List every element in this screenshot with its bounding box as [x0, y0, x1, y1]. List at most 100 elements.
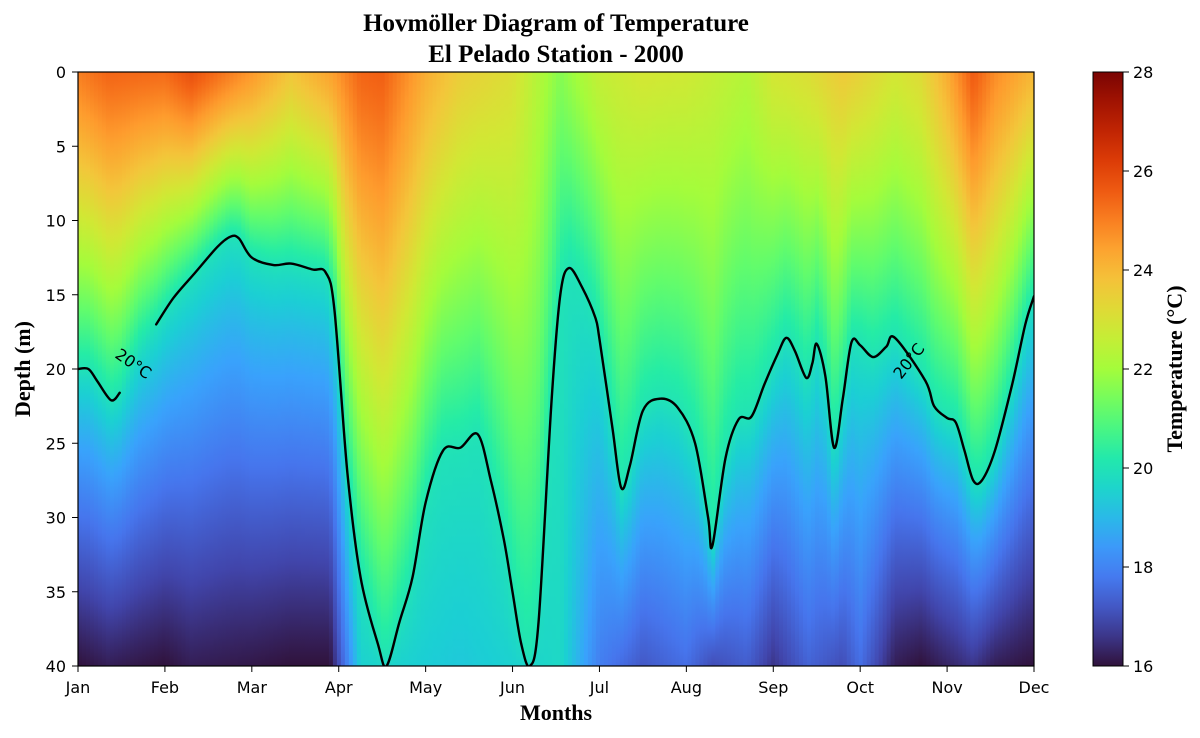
- heatmap-column: [779, 72, 784, 666]
- heatmap-column: [496, 72, 501, 666]
- heatmap-column: [862, 72, 868, 666]
- heatmap-column: [320, 72, 326, 666]
- heatmap-column: [906, 72, 912, 666]
- heatmap-column: [169, 72, 175, 666]
- heatmap-column: [942, 72, 947, 666]
- heatmap-column: [878, 72, 884, 666]
- heatmap-column: [930, 72, 936, 666]
- heatmap-column: [663, 72, 669, 666]
- heatmap-column: [544, 72, 549, 666]
- x-tick-label: Jan: [65, 678, 91, 697]
- heatmap-column: [659, 72, 665, 666]
- heatmap-column: [683, 72, 689, 666]
- heatmap-column: [990, 72, 995, 666]
- heatmap-column: [317, 72, 322, 666]
- heatmap-column: [141, 72, 147, 666]
- heatmap-column: [281, 72, 286, 666]
- heatmap-column: [432, 72, 438, 666]
- x-tick-label: Mar: [237, 678, 268, 697]
- heatmap-column: [1010, 72, 1015, 666]
- heatmap-column: [854, 72, 860, 666]
- heatmap-column: [524, 72, 529, 666]
- heatmap-column: [994, 72, 999, 666]
- heatmap-column: [603, 72, 609, 666]
- x-tick-label: Feb: [151, 678, 179, 697]
- y-tick-label: 10: [46, 212, 66, 231]
- heatmap-column: [149, 72, 155, 666]
- heatmap-column: [918, 72, 924, 666]
- heatmap-column: [679, 72, 685, 666]
- x-tick-label: Sep: [758, 678, 788, 697]
- heatmap-column: [791, 72, 796, 666]
- heatmap-column: [882, 72, 888, 666]
- heatmap-column: [273, 72, 278, 666]
- heatmap-column: [711, 72, 716, 666]
- heatmap-column: [368, 72, 374, 666]
- x-tick-label: Jul: [589, 678, 609, 697]
- y-tick-label: 0: [56, 63, 66, 82]
- heatmap-column: [392, 72, 398, 666]
- heatmap-column: [372, 72, 378, 666]
- heatmap-column: [814, 72, 820, 666]
- heatmap-column: [125, 72, 131, 666]
- heatmap-column: [563, 72, 569, 666]
- heatmap-column: [460, 72, 465, 666]
- heatmap-column: [476, 72, 481, 666]
- heatmap-column: [802, 72, 808, 666]
- heatmap-column: [759, 72, 764, 666]
- heatmap-column: [193, 72, 199, 666]
- colorbar-tick-label: 26: [1133, 162, 1153, 181]
- heatmap-column: [591, 72, 597, 666]
- heatmap-column: [504, 72, 509, 666]
- heatmap-column: [767, 72, 772, 666]
- heatmap-column: [305, 72, 310, 666]
- heatmap-column: [221, 72, 226, 666]
- heatmap-column: [834, 72, 840, 666]
- heatmap-column: [293, 72, 298, 666]
- heatmap-column: [727, 72, 732, 666]
- heatmap-column: [719, 72, 724, 666]
- heatmap-column: [898, 72, 904, 666]
- heatmap-column: [826, 72, 832, 666]
- heatmap-column: [153, 72, 159, 666]
- heatmap-column: [93, 72, 99, 666]
- heatmap-column: [352, 72, 358, 666]
- heatmap-column: [285, 72, 290, 666]
- contour-line: [78, 366, 121, 402]
- y-tick-label: 35: [46, 583, 66, 602]
- heatmap-column: [388, 72, 394, 666]
- heatmap-column: [747, 72, 752, 666]
- heatmap-column: [173, 72, 179, 666]
- heatmap-column: [257, 72, 262, 666]
- heatmap-column: [978, 72, 983, 666]
- heatmap-column: [575, 72, 581, 666]
- heatmap-column: [998, 72, 1003, 666]
- heatmap-column: [500, 72, 505, 666]
- heatmap-column: [850, 72, 856, 666]
- heatmap-column: [412, 72, 418, 666]
- heatmap-column: [571, 72, 577, 666]
- heatmap-column: [309, 72, 314, 666]
- heatmap-column: [763, 72, 768, 666]
- heatmap-column: [707, 72, 712, 666]
- heatmap-column: [858, 72, 864, 666]
- y-tick-label: 15: [46, 286, 66, 305]
- heatmap-column: [699, 72, 704, 666]
- heatmap-column: [970, 72, 975, 666]
- heatmap-column: [452, 72, 458, 666]
- heatmap-column: [416, 72, 422, 666]
- heatmap-column: [755, 72, 760, 666]
- colorbar-tick-label: 20: [1133, 459, 1153, 478]
- heatmap-column: [870, 72, 876, 666]
- heatmap-column: [380, 72, 386, 666]
- heatmap-column: [492, 72, 497, 666]
- y-tick-label: 20: [46, 360, 66, 379]
- heatmap-column: [950, 72, 955, 666]
- heatmap-column: [687, 72, 693, 666]
- heatmap-column: [376, 72, 382, 666]
- heatmap-column: [938, 72, 943, 666]
- heatmap-column: [245, 72, 250, 666]
- heatmap-column: [579, 72, 585, 666]
- heatmap-column: [818, 72, 824, 666]
